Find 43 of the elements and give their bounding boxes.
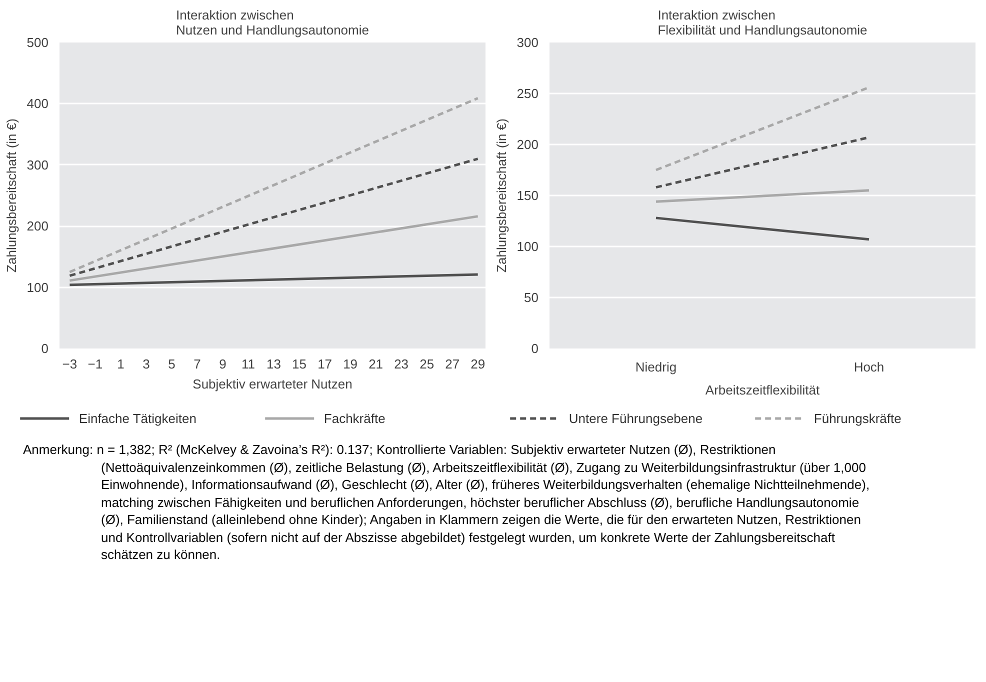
y-tick-label: 200: [26, 218, 49, 234]
y-tick-label: 0: [41, 341, 49, 356]
x-tick-label: 1: [117, 356, 124, 372]
x-tick-label: −1: [88, 356, 103, 372]
x-tick-label: 15: [292, 356, 307, 372]
y-tick-label: 200: [516, 137, 539, 152]
y-axis-title: Zahlungsbereitschaft (in €): [4, 118, 19, 272]
x-tick-label: 11: [242, 356, 256, 372]
legend-label: Einfache Tätigkeiten: [78, 411, 196, 426]
x-tick-label: Niedrig: [635, 360, 677, 374]
x-tick-label: 9: [219, 356, 226, 372]
x-tick-label: 3: [142, 356, 150, 372]
text: Anmerkung: n = 1,382; R² (McKelvey & Zavoina’s R²): 0.137; Kontrollierte Variablen: Subjektiv erwarteter Nutzen (Ø), Restriktionen (Nettoäquivalenzeinkommen (Ø), zeitliche Belastung (Ø), Arbeitszeitflexibilität (Ø), Zugang zu Weiterbildungsinfrastruktur (über 1,000 Einwohnende), Informationsaufwand (Ø), Geschlecht (Ø), Alter (Ø), früheres Weiterbildungsverhalten (ehemalige Nichtteilnehmende), matching zwischen Fähigkeiten und beruflichen Anforderungen, höchster beruflicher Abschluss (Ø), berufliche Handlungsautonomie (Ø), Familienstand (alleinlebend ohne Kinder); Angaben in Klammern zeigen die Werte, die für den erwarteten Nutzen, Restriktionen und Kontrollvariablen (sofern nicht auf der Abszisse abgebildet) festgelegt wurden, um konkrete Werte der Zahlungsbereitschaft schätzen zu können.: [22, 441, 871, 564]
y-tick-label: 100: [26, 280, 49, 295]
y-tick-label: 300: [26, 157, 49, 172]
x-axis-title: Subjektiv erwarteter Nutzen: [192, 376, 352, 392]
y-tick-label: 250: [516, 86, 539, 101]
x-tick-label: 7: [194, 356, 201, 372]
legend-label: Führungskräfte: [814, 411, 902, 426]
chart-title: Interaktion zwischen Nutzen und Handlungsautonomie: [176, 8, 369, 38]
x-tick-label: Hoch: [854, 360, 884, 374]
y-tick-label: 150: [516, 188, 539, 203]
x-tick-label: 13: [266, 356, 282, 372]
y-axis-title: Zahlungsbereitschaft (in €): [494, 118, 509, 272]
y-tick-label: 400: [26, 96, 49, 112]
x-tick-label: 23: [394, 356, 409, 372]
y-tick-label: 300: [516, 35, 539, 50]
x-axis-title: Arbeitszeitflexibilität: [705, 382, 820, 398]
x-tick-label: 25: [420, 356, 434, 372]
x-tick-label: −3: [62, 356, 78, 372]
x-tick-label: 29: [470, 356, 486, 372]
y-tick-label: 500: [26, 35, 49, 50]
y-tick-label: 50: [524, 290, 539, 305]
y-tick-label: 100: [516, 239, 539, 254]
x-tick-label: 19: [343, 356, 358, 372]
x-tick-label: 21: [368, 356, 384, 372]
y-tick-label: 0: [531, 341, 539, 356]
x-tick-label: 17: [318, 356, 332, 372]
legend-label: Untere Führungsebene: [568, 411, 703, 426]
x-tick-label: 5: [168, 356, 176, 372]
legend-label: Fachkräfte: [324, 411, 386, 426]
x-tick-label: 27: [445, 356, 460, 372]
chart-title: Interaktion zwischen Flexibilität und Handlungsautonomie: [658, 8, 868, 38]
